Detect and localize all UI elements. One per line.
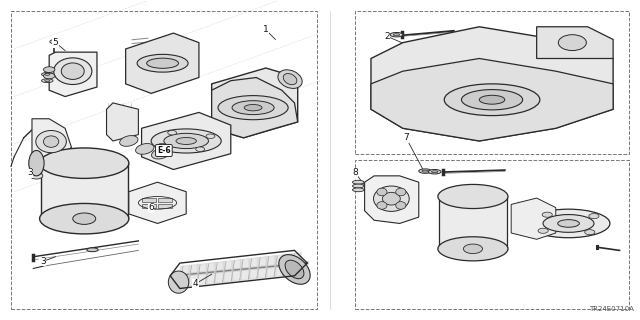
Polygon shape bbox=[511, 198, 556, 239]
Ellipse shape bbox=[151, 129, 221, 153]
Ellipse shape bbox=[353, 180, 364, 184]
Circle shape bbox=[50, 40, 58, 44]
Text: 5: 5 bbox=[52, 38, 58, 47]
Ellipse shape bbox=[383, 192, 400, 205]
Ellipse shape bbox=[279, 255, 310, 284]
Ellipse shape bbox=[396, 202, 406, 209]
Circle shape bbox=[196, 147, 205, 151]
Ellipse shape bbox=[284, 74, 297, 85]
Ellipse shape bbox=[87, 248, 99, 252]
Ellipse shape bbox=[29, 150, 44, 176]
Ellipse shape bbox=[374, 186, 409, 212]
Text: 3: 3 bbox=[27, 168, 33, 177]
Polygon shape bbox=[371, 27, 613, 141]
FancyBboxPatch shape bbox=[439, 196, 507, 249]
Polygon shape bbox=[371, 59, 613, 141]
Polygon shape bbox=[32, 119, 72, 160]
Polygon shape bbox=[106, 103, 138, 141]
Ellipse shape bbox=[45, 73, 50, 75]
Ellipse shape bbox=[168, 271, 189, 293]
Ellipse shape bbox=[42, 72, 53, 76]
Text: 7: 7 bbox=[403, 133, 409, 142]
Ellipse shape bbox=[353, 184, 364, 188]
Ellipse shape bbox=[461, 90, 523, 110]
Ellipse shape bbox=[218, 96, 288, 120]
Ellipse shape bbox=[164, 133, 209, 148]
Ellipse shape bbox=[137, 54, 188, 72]
Circle shape bbox=[73, 213, 96, 224]
Polygon shape bbox=[49, 52, 97, 97]
Circle shape bbox=[463, 244, 483, 253]
Ellipse shape bbox=[419, 169, 431, 173]
FancyBboxPatch shape bbox=[158, 198, 172, 203]
Ellipse shape bbox=[232, 101, 274, 115]
Text: 8: 8 bbox=[352, 168, 358, 177]
Text: TR24E0710A: TR24E0710A bbox=[589, 306, 634, 312]
Ellipse shape bbox=[40, 204, 129, 234]
Ellipse shape bbox=[438, 184, 508, 209]
Circle shape bbox=[30, 173, 43, 179]
Circle shape bbox=[157, 143, 166, 148]
Ellipse shape bbox=[44, 136, 59, 147]
Text: 6: 6 bbox=[148, 203, 154, 212]
Circle shape bbox=[589, 213, 599, 219]
Polygon shape bbox=[212, 77, 298, 138]
Ellipse shape bbox=[557, 220, 579, 227]
Text: E-6: E-6 bbox=[157, 146, 171, 155]
Ellipse shape bbox=[285, 260, 304, 279]
Ellipse shape bbox=[377, 188, 387, 196]
Circle shape bbox=[44, 67, 55, 72]
Circle shape bbox=[44, 73, 55, 79]
Ellipse shape bbox=[394, 34, 399, 36]
Ellipse shape bbox=[61, 63, 84, 79]
Ellipse shape bbox=[45, 80, 50, 82]
FancyBboxPatch shape bbox=[141, 198, 156, 203]
Ellipse shape bbox=[438, 237, 508, 261]
FancyBboxPatch shape bbox=[41, 163, 127, 219]
Ellipse shape bbox=[390, 32, 403, 37]
Ellipse shape bbox=[444, 84, 540, 116]
Polygon shape bbox=[212, 68, 298, 138]
Ellipse shape bbox=[377, 202, 387, 209]
Ellipse shape bbox=[527, 209, 610, 238]
Ellipse shape bbox=[54, 58, 92, 84]
FancyBboxPatch shape bbox=[141, 204, 156, 208]
Ellipse shape bbox=[147, 58, 179, 68]
Ellipse shape bbox=[40, 148, 129, 178]
Ellipse shape bbox=[176, 138, 196, 144]
Polygon shape bbox=[365, 176, 419, 223]
Ellipse shape bbox=[42, 79, 53, 83]
Ellipse shape bbox=[431, 171, 438, 173]
Polygon shape bbox=[125, 33, 199, 93]
Text: 2: 2 bbox=[384, 32, 390, 41]
Ellipse shape bbox=[479, 95, 505, 104]
Ellipse shape bbox=[543, 215, 594, 232]
Ellipse shape bbox=[428, 170, 441, 174]
Ellipse shape bbox=[244, 105, 262, 111]
Text: 1: 1 bbox=[263, 25, 269, 35]
Ellipse shape bbox=[36, 131, 67, 153]
Ellipse shape bbox=[278, 70, 302, 88]
Circle shape bbox=[206, 134, 215, 139]
Text: 4: 4 bbox=[193, 279, 198, 288]
Polygon shape bbox=[537, 27, 613, 59]
Ellipse shape bbox=[396, 188, 406, 196]
Circle shape bbox=[538, 228, 548, 233]
Polygon shape bbox=[129, 182, 186, 223]
Ellipse shape bbox=[422, 170, 428, 172]
Ellipse shape bbox=[120, 136, 138, 146]
Polygon shape bbox=[141, 112, 231, 170]
Circle shape bbox=[585, 230, 595, 235]
Text: 3: 3 bbox=[40, 257, 45, 266]
Ellipse shape bbox=[353, 188, 364, 192]
Ellipse shape bbox=[558, 35, 586, 51]
Ellipse shape bbox=[136, 144, 154, 154]
Circle shape bbox=[542, 212, 552, 217]
FancyBboxPatch shape bbox=[158, 204, 172, 208]
Circle shape bbox=[168, 131, 177, 135]
Ellipse shape bbox=[152, 148, 170, 159]
